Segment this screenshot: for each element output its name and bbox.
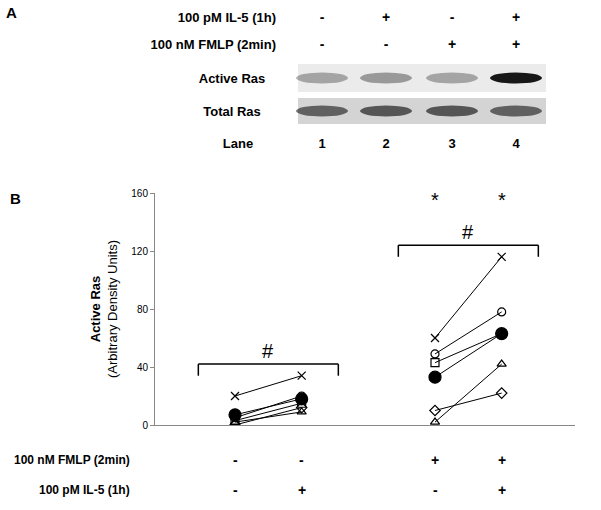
svg-text:*: * (498, 189, 506, 211)
svg-text:100 nM FMLP (2min): 100 nM FMLP (2min) (151, 37, 276, 52)
svg-text:+: + (498, 452, 506, 468)
svg-text:-: - (433, 482, 438, 498)
svg-text:-: - (320, 9, 325, 25)
svg-text:+: + (512, 9, 520, 25)
svg-text:A: A (6, 4, 17, 21)
svg-text:0: 0 (142, 420, 148, 431)
svg-text:*: * (431, 189, 439, 211)
svg-text:100 pM IL-5 (1h): 100 pM IL-5 (1h) (178, 10, 276, 25)
svg-text:2: 2 (382, 136, 389, 151)
svg-text:160: 160 (131, 188, 148, 199)
svg-text:Total Ras: Total Ras (203, 104, 261, 119)
svg-text:-: - (450, 9, 455, 25)
svg-text:-: - (233, 452, 238, 468)
svg-text:B: B (10, 190, 21, 207)
svg-text:Active Ras: Active Ras (199, 71, 265, 86)
svg-text:+: + (498, 482, 506, 498)
svg-text:100 nM FMLP (2min): 100 nM FMLP (2min) (14, 453, 130, 467)
svg-text:80: 80 (137, 304, 149, 315)
svg-text:+: + (298, 482, 306, 498)
svg-text:-: - (299, 452, 304, 468)
svg-text:-: - (384, 36, 389, 52)
svg-text:+: + (382, 9, 390, 25)
svg-text:1: 1 (318, 136, 325, 151)
svg-text:Active Ras(Arbitrary Density U: Active Ras(Arbitrary Density Units) (88, 240, 120, 378)
svg-text:#: # (462, 221, 474, 243)
svg-text:+: + (512, 36, 520, 52)
svg-text:Lane: Lane (223, 136, 253, 151)
svg-text:100 pM IL-5 (1h): 100 pM IL-5 (1h) (39, 483, 130, 497)
svg-text:+: + (448, 36, 456, 52)
svg-text:120: 120 (131, 246, 148, 257)
svg-text:+: + (431, 452, 439, 468)
svg-text:3: 3 (448, 136, 455, 151)
svg-text:-: - (320, 36, 325, 52)
svg-text:#: # (262, 340, 274, 362)
svg-text:4: 4 (512, 136, 520, 151)
svg-text:40: 40 (137, 362, 149, 373)
svg-text:-: - (233, 482, 238, 498)
